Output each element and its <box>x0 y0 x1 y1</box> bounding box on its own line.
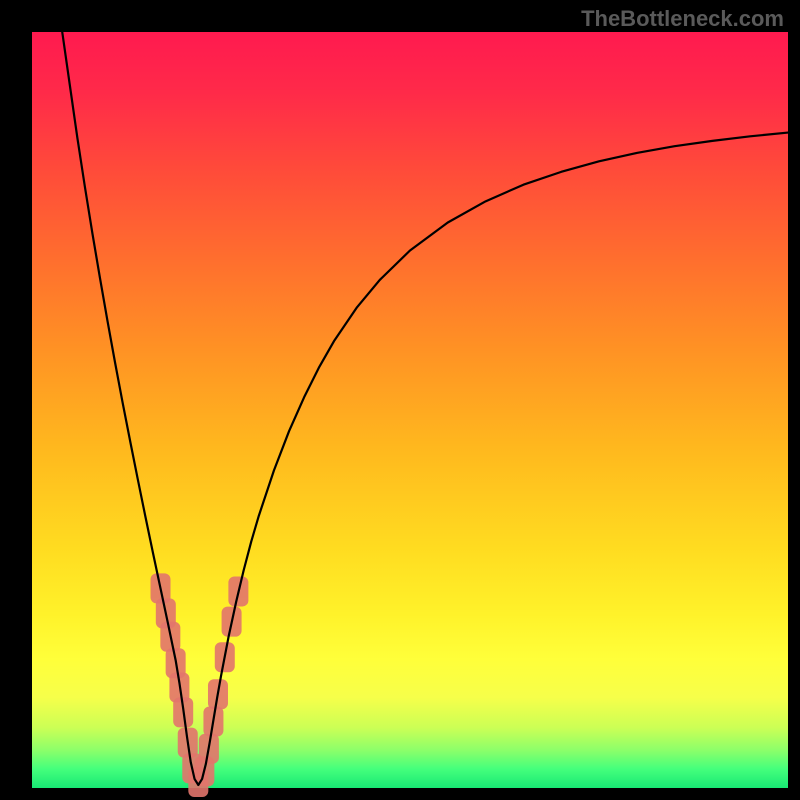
chart-svg <box>0 0 800 800</box>
watermark-label: TheBottleneck.com <box>581 6 784 32</box>
chart-stage: TheBottleneck.com <box>0 0 800 800</box>
